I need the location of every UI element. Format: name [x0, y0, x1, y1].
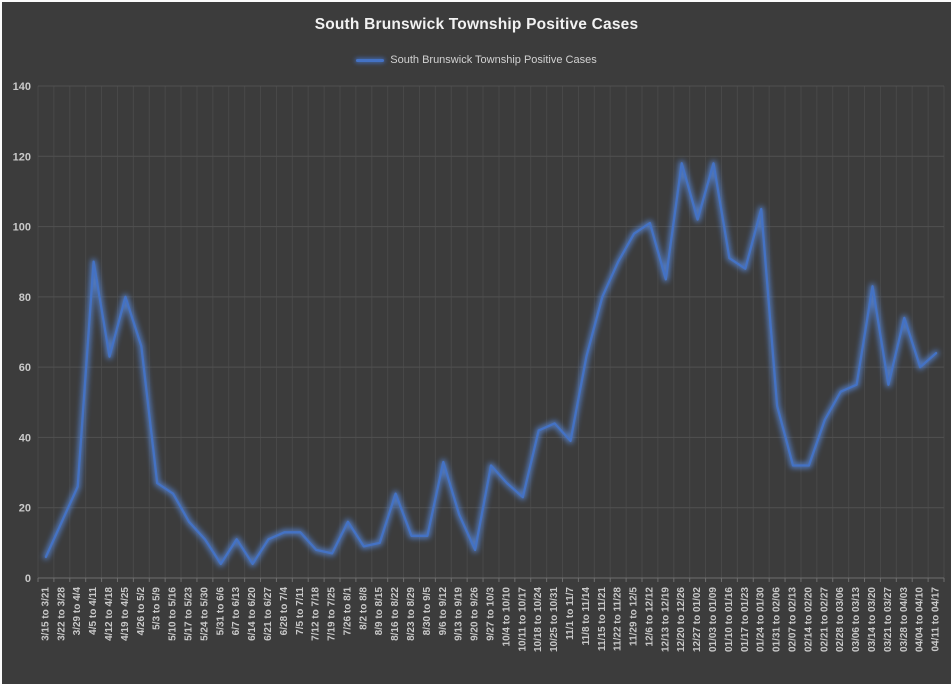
x-axis-tick-label: 02/14 to 02/20 [803, 587, 814, 652]
x-axis-tick-label: 04/04 to 04/10 [915, 587, 926, 652]
x-axis-tick-label: 03/28 to 04/03 [899, 587, 910, 652]
x-axis-tick-label: 11/1 to 11/7 [565, 587, 576, 640]
x-axis-tick-label: 3/22 to 3/28 [56, 587, 67, 641]
y-axis-tick-label: 20 [19, 503, 31, 515]
x-axis-tick-label: 11/29 to 12/5 [629, 587, 640, 646]
x-axis-tick-label: 5/31 to 6/6 [215, 587, 226, 636]
x-axis-tick-label: 04/11 to 04/17 [931, 587, 942, 652]
x-axis-tick-label: 12/27 to 01/02 [692, 587, 703, 652]
x-axis-tick-label: 10/18 to 10/24 [533, 587, 544, 652]
x-axis-tick-label: 10/25 to 10/31 [549, 587, 560, 652]
x-axis-tick-label: 9/13 to 9/19 [454, 587, 465, 641]
x-axis-tick-label: 6/28 to 7/4 [279, 587, 290, 636]
y-axis-tick-label: 140 [13, 81, 31, 93]
x-axis-tick-label: 03/21 to 03/27 [883, 587, 894, 652]
x-axis-tick-label: 03/06 to 03/13 [851, 587, 862, 652]
x-axis-tick-label: 4/5 to 4/11 [88, 587, 99, 635]
x-axis-tick-label: 01/10 to 01/16 [724, 587, 735, 652]
x-axis-tick-label: 02/21 to 02/27 [819, 587, 830, 652]
chart-title: South Brunswick Township Positive Cases [314, 16, 639, 33]
y-axis-tick-label: 80 [19, 292, 31, 304]
x-axis-tick-label: 9/6 to 9/12 [438, 587, 449, 636]
x-axis-tick-label: 5/24 to 5/30 [199, 587, 210, 641]
y-axis-tick-label: 100 [13, 222, 31, 234]
x-axis-tick-label: 11/22 to 11/28 [613, 587, 624, 651]
x-axis-tick-label: 3/15 to 3/21 [40, 587, 51, 641]
x-axis-tick-label: 01/17 to 01/23 [740, 587, 751, 652]
x-axis-tick-label: 7/26 to 8/1 [342, 587, 353, 636]
x-axis-tick-label: 10/4 to 10/10 [501, 587, 512, 647]
x-axis-tick-label: 7/12 to 7/18 [311, 587, 322, 641]
x-axis-tick-label: 4/26 to 5/2 [136, 587, 147, 636]
x-axis-tick-label: 7/19 to 7/25 [327, 587, 338, 641]
x-axis-tick-label: 8/16 to 8/22 [390, 587, 401, 641]
y-axis-tick-label: 60 [19, 362, 31, 374]
x-axis-tick-label: 01/24 to 01/30 [756, 587, 767, 652]
x-axis-tick-label: 6/14 to 6/20 [247, 587, 258, 641]
y-axis-tick-label: 0 [25, 573, 31, 585]
x-axis-tick-label: 11/8 to 11/14 [581, 587, 592, 646]
x-axis-tick-label: 01/31 to 02/06 [772, 587, 783, 652]
x-axis-tick-label: 8/2 to 8/8 [358, 587, 369, 630]
series-line [44, 162, 938, 566]
legend-series-label: South Brunswick Township Positive Cases [390, 54, 597, 66]
x-axis-tick-label: 4/19 to 4/25 [120, 587, 131, 641]
x-axis-tick-label: 5/10 to 5/16 [168, 587, 179, 641]
x-axis-tick-label: 3/29 to 4/4 [72, 587, 83, 636]
x-axis-tick-label: 12/6 to 12/12 [644, 587, 655, 647]
legend: South Brunswick Township Positive Cases [2, 54, 951, 66]
x-axis-tick-label: 6/21 to 6/27 [263, 587, 274, 641]
x-axis-tick-label: 10/11 to 10/17 [517, 587, 528, 652]
x-axis-tick-label: 4/12 to 4/18 [104, 587, 115, 641]
x-axis-tick-label: 8/23 to 8/29 [406, 587, 417, 641]
x-axis-tick-label: 02/28 to 03/06 [835, 587, 846, 652]
y-axis-tick-label: 40 [19, 432, 31, 444]
x-axis-tick-label: 12/20 to 12/26 [676, 587, 687, 652]
x-axis-tick-label: 8/30 to 9/5 [422, 587, 433, 636]
x-axis-tick-label: 9/20 to 9/26 [470, 587, 481, 641]
x-axis-tick-label: 02/07 to 02/13 [788, 587, 799, 652]
x-axis-tick-label: 7/5 to 7/11 [295, 587, 306, 635]
x-axis-tick-label: 01/03 to 01/09 [708, 587, 719, 652]
x-axis-tick-label: 6/7 to 6/13 [231, 587, 242, 636]
legend-line-icon [356, 58, 385, 62]
x-axis-tick-label: 8/9 to 8/15 [374, 587, 385, 636]
x-axis-tick-label: 9/27 to 10/3 [486, 587, 497, 641]
x-axis-tick-label: 5/3 to 5/9 [152, 587, 163, 630]
y-axis-tick-label: 120 [13, 151, 31, 163]
x-axis-tick-label: 03/14 to 03/20 [867, 587, 878, 652]
x-axis-tick-label: 11/15 to 11/21 [597, 587, 608, 651]
x-axis-tick-label: 5/17 to 5/23 [184, 587, 195, 641]
x-axis-tick-label: 12/13 to 12/19 [660, 587, 671, 652]
